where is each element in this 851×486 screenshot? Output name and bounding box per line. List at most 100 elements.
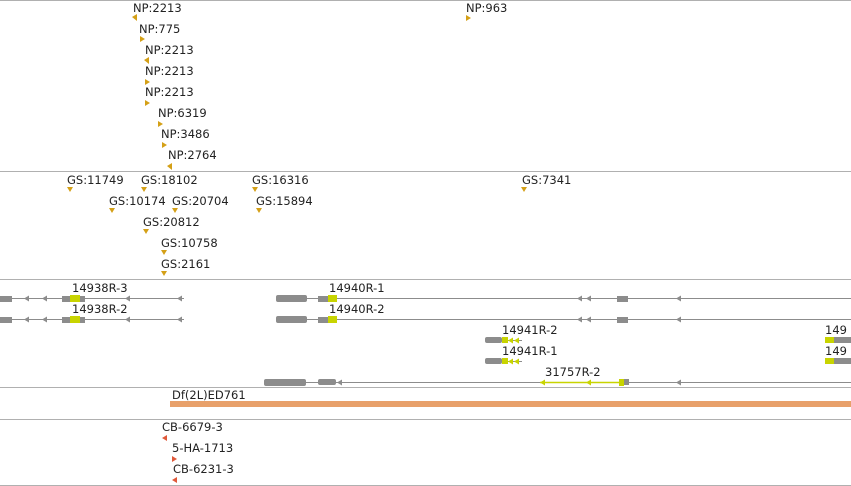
triangle-right-icon <box>145 79 150 85</box>
np-feature[interactable]: NP:963 <box>466 1 507 21</box>
triangle-left-icon <box>586 379 591 386</box>
triangle-down-icon <box>109 208 115 213</box>
triangle-right-icon <box>158 121 163 127</box>
deficiency-track: Df(2L)ED761 <box>170 388 851 407</box>
transcript-label: 14940R-1 <box>329 281 385 295</box>
triangle-left-icon <box>144 57 149 64</box>
transcript[interactable]: 31757R-2 <box>264 365 851 386</box>
gs-feature[interactable]: GS:20704 <box>172 194 229 213</box>
triangle-down-icon <box>172 208 178 213</box>
np-feature-label: NP:2213 <box>145 43 194 57</box>
triangle-left-icon <box>586 295 591 302</box>
transcript[interactable]: 149 <box>825 323 851 343</box>
triangle-left-icon <box>177 295 182 302</box>
triangle-left-icon <box>172 477 177 483</box>
triangle-left-icon <box>508 358 513 365</box>
gs-feature-label: GS:16316 <box>252 173 309 187</box>
gs-feature[interactable]: GS:20812 <box>143 215 200 234</box>
transcript-label: 14941R-1 <box>502 344 558 358</box>
gs-feature-label: GS:20812 <box>143 215 200 229</box>
transcript[interactable]: 14940R-1 <box>276 281 851 302</box>
np-feature[interactable]: NP:2213 <box>145 85 194 106</box>
transcript[interactable]: 14941R-2 <box>485 323 558 344</box>
triangle-left-icon <box>42 295 47 302</box>
gs-feature[interactable]: GS:10758 <box>161 236 218 255</box>
transcript-label: 31757R-2 <box>545 365 601 379</box>
gs-feature-label: GS:15894 <box>256 194 313 208</box>
triangle-right-icon <box>162 142 167 148</box>
transcript-label: 149 <box>825 323 847 337</box>
cb-feature[interactable]: CB-6231-3 <box>172 462 234 483</box>
triangle-left-icon <box>676 295 681 302</box>
gs-feature[interactable]: GS:15894 <box>256 194 313 213</box>
gs-feature[interactable]: GS:11749 <box>67 173 124 192</box>
np-feature[interactable]: NP:3486 <box>161 127 210 148</box>
np-feature[interactable]: NP:775 <box>139 22 180 42</box>
cb-feature-label: CB-6231-3 <box>173 462 234 476</box>
cb-feature-label: CB-6679-3 <box>162 420 223 434</box>
triangle-left-icon <box>514 337 519 344</box>
triangle-left-icon <box>132 14 137 21</box>
gene-track: 14938R-3 14938R-2 14940R-1 <box>0 281 851 386</box>
triangle-left-icon <box>125 295 130 302</box>
cb-feature[interactable]: CB-6679-3 <box>162 420 223 441</box>
triangle-left-icon <box>676 379 681 386</box>
transcript-label: 149 <box>825 344 847 358</box>
triangle-down-icon <box>256 208 262 213</box>
gs-feature[interactable]: GS:18102 <box>141 173 198 192</box>
triangle-left-icon <box>177 316 182 323</box>
gs-feature[interactable]: GS:7341 <box>521 173 571 192</box>
gs-feature[interactable]: GS:16316 <box>252 173 309 192</box>
np-feature[interactable]: NP:2764 <box>167 148 217 170</box>
triangle-right-icon <box>140 36 145 42</box>
np-feature[interactable]: NP:2213 <box>144 43 194 64</box>
triangle-down-icon <box>521 187 527 192</box>
triangle-left-icon <box>337 379 342 386</box>
gs-feature-label: GS:11749 <box>67 173 124 187</box>
np-feature-label: NP:2764 <box>168 148 217 162</box>
deficiency-feature[interactable]: Df(2L)ED761 <box>170 388 851 407</box>
gs-track: GS:11749 GS:18102 GS:16316 GS:7341 GS:10… <box>67 173 571 276</box>
triangle-left-icon <box>162 435 167 441</box>
triangle-down-icon <box>161 271 167 276</box>
triangle-left-icon <box>540 379 545 386</box>
transcript[interactable]: 149 <box>825 344 851 364</box>
np-feature[interactable]: NP:6319 <box>158 106 207 127</box>
gs-feature[interactable]: GS:2161 <box>161 257 210 276</box>
transcript-label: 14941R-2 <box>502 323 558 337</box>
triangle-left-icon <box>42 316 47 323</box>
triangle-down-icon <box>141 187 147 192</box>
transcript-label: 14938R-2 <box>72 302 128 316</box>
triangle-left-icon <box>577 295 582 302</box>
np-feature[interactable]: NP:2213 <box>132 1 182 21</box>
transcript[interactable]: 14938R-2 <box>0 302 184 323</box>
deficiency-label: Df(2L)ED761 <box>172 388 246 402</box>
transcript[interactable]: 14941R-1 <box>485 344 558 365</box>
gs-feature-label: GS:18102 <box>141 173 198 187</box>
triangle-left-icon <box>24 316 29 323</box>
triangle-down-icon <box>143 229 149 234</box>
cb-track: CB-6679-3 5-HA-1713 CB-6231-3 <box>162 420 234 483</box>
transcript[interactable]: 14938R-3 <box>0 281 184 302</box>
deficiency-bar <box>170 401 851 407</box>
triangle-down-icon <box>67 187 73 192</box>
triangle-down-icon <box>161 250 167 255</box>
transcript-label: 14938R-3 <box>72 281 128 295</box>
transcript[interactable]: 14940R-2 <box>276 302 851 323</box>
np-feature[interactable]: NP:2213 <box>145 64 194 85</box>
np-feature-label: NP:2213 <box>133 1 182 15</box>
gs-feature-label: GS:10174 <box>109 194 166 208</box>
triangle-left-icon <box>167 163 172 170</box>
cb-feature[interactable]: 5-HA-1713 <box>172 441 233 462</box>
np-feature-label: NP:3486 <box>161 127 210 141</box>
triangle-left-icon <box>514 358 519 365</box>
np-feature-label: NP:2213 <box>145 85 194 99</box>
gs-feature-label: GS:10758 <box>161 236 218 250</box>
gs-feature[interactable]: GS:10174 <box>109 194 166 213</box>
np-feature-label: NP:6319 <box>158 106 207 120</box>
np-feature-label: NP:775 <box>139 22 180 36</box>
triangle-left-icon <box>508 337 513 344</box>
gs-feature-label: GS:20704 <box>172 194 229 208</box>
